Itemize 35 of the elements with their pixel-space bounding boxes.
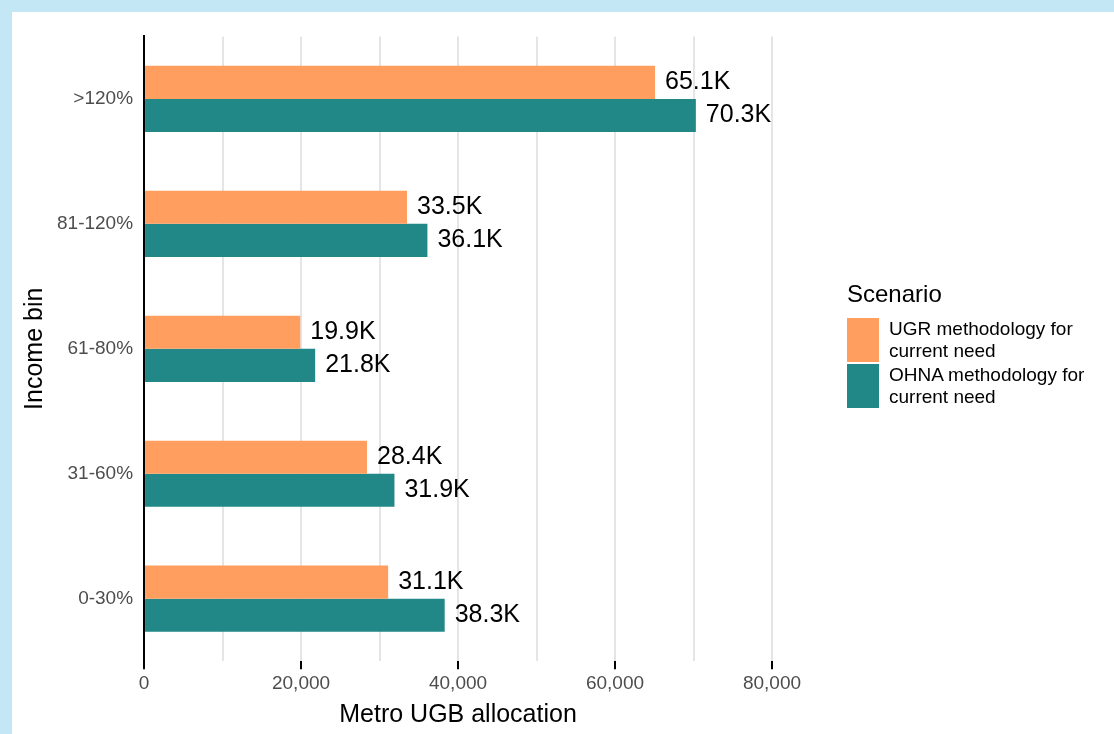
- bar: [145, 473, 395, 507]
- x-tick-label: 20,000: [271, 671, 331, 693]
- bar: [145, 190, 408, 224]
- x-tick-label: 40,000: [428, 671, 488, 693]
- legend-label: UGR methodology for current need: [889, 318, 1074, 362]
- data-label: 31.9K: [404, 474, 471, 503]
- bar: [145, 440, 367, 474]
- bar: [145, 565, 389, 599]
- data-label: 33.5K: [417, 191, 483, 220]
- bar: [145, 98, 696, 132]
- x-tick-label: 60,000: [585, 671, 645, 693]
- y-tick-label: 31-60%: [67, 461, 134, 483]
- data-label: 28.4K: [376, 441, 443, 470]
- bar: [145, 65, 656, 99]
- data-label: 21.8K: [325, 349, 391, 378]
- legend-label: OHNA methodology for current need: [889, 364, 1086, 408]
- data-label: 31.1K: [398, 566, 464, 595]
- data-label: 38.3K: [454, 599, 521, 628]
- x-axis-title: Metro UGB allocation: [339, 698, 577, 727]
- y-tick-label: 81-120%: [56, 212, 134, 234]
- legend-title: Scenario: [847, 280, 943, 308]
- data-label: 65.1K: [665, 66, 731, 95]
- y-tick-label: 0-30%: [78, 586, 134, 608]
- bar: [145, 598, 445, 632]
- x-tick-label: 80,000: [742, 671, 802, 693]
- bar: [145, 223, 428, 257]
- y-tick-label: 61-80%: [67, 337, 134, 359]
- data-label: 70.3K: [705, 99, 772, 128]
- bar: [145, 315, 301, 349]
- data-label: 36.1K: [437, 224, 504, 253]
- x-tick-label: 0: [138, 671, 150, 693]
- y-tick-label: >120%: [73, 87, 134, 109]
- data-label: 19.9K: [310, 316, 376, 345]
- bar: [145, 348, 316, 382]
- y-axis-title: Income bin: [18, 287, 47, 410]
